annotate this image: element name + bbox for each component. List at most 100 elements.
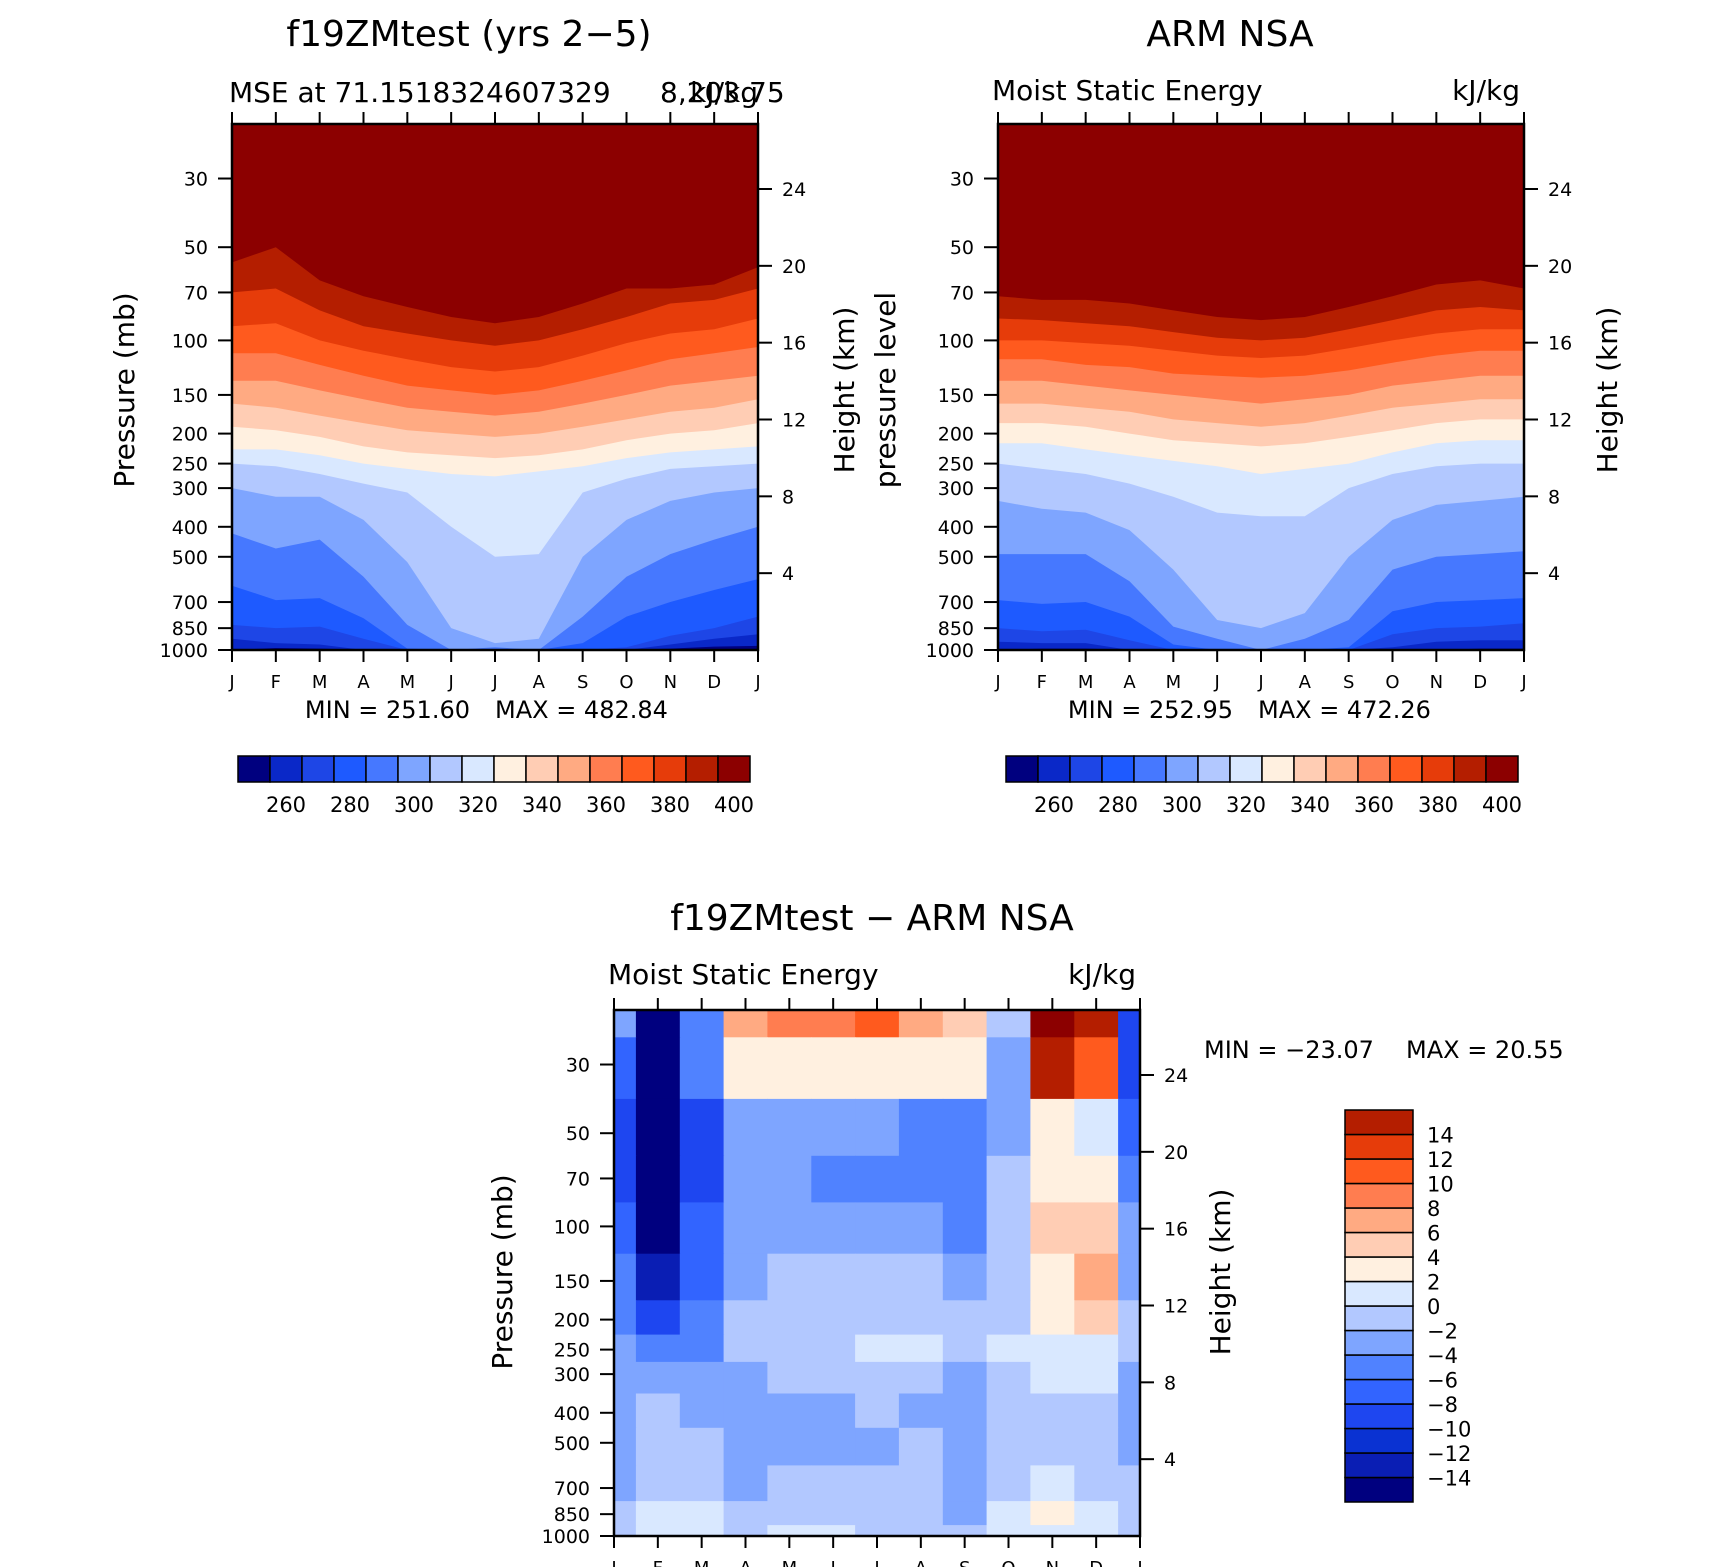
diff-xtick-label: M [694,1558,710,1567]
diff-cell [723,1427,768,1466]
model-colorbar-label: 260 [266,793,306,817]
obs-ytick-label: 50 [950,237,974,259]
model-colorbar-swatch [525,755,559,783]
panel-diff-min-label: MIN = −23.07 [1204,1036,1374,1064]
diff-cell [898,1361,944,1395]
panel-model-min-label: MIN = 251.60 [305,696,470,724]
diff-cell [942,1501,988,1526]
diff-ytick-label: 150 [554,1271,590,1293]
diff-cell [614,1098,637,1157]
diff-xtick-label: J [873,1558,879,1567]
diff-cell [986,1037,1031,1100]
diff-cell [679,1393,725,1429]
diff-cell [1030,1300,1075,1336]
diff-cell [898,1253,944,1301]
diff-ytick-label: 70 [566,1168,590,1190]
panel-model-max-label: MAX = 482.84 [495,696,668,724]
diff-cell [1074,1427,1119,1466]
model-ytick-label: 500 [172,547,208,569]
model-band-400 [232,124,758,324]
diff-cell [635,1300,681,1336]
diff-cell [614,1465,637,1502]
diff-cell [614,1010,637,1038]
diff-xtick-label: S [959,1558,970,1567]
diff-cell [679,1361,725,1395]
diff-cell [811,1037,856,1100]
diff-cell [811,1525,856,1536]
obs-height-tick-label: 8 [1548,486,1560,508]
model-colorbar-swatch [461,755,495,783]
diff-cell [898,1202,944,1255]
diff-cell [1030,1427,1075,1466]
model-colorbar-swatch [269,755,303,783]
diff-cell [767,1155,812,1203]
diff-cell [1118,1010,1140,1038]
diff-cell [855,1300,900,1336]
diff-cell [723,1202,768,1255]
diff-ytick-label: 250 [554,1340,590,1362]
diff-cell [1074,1010,1119,1038]
model-ytick-label: 300 [172,478,208,500]
diff-cell [679,1525,725,1536]
panel-model-ylabel: Pressure (mb) [108,292,141,487]
diff-cell [635,1525,681,1536]
diff-colorbar-label: −6 [1427,1369,1458,1393]
model-contours [232,124,758,650]
diff-cell [614,1300,637,1336]
diff-cell [723,1037,768,1100]
obs-colorbar-swatch [1133,755,1167,783]
diff-colorbar-label: −10 [1427,1418,1471,1442]
obs-colorbar-label: 320 [1226,793,1266,817]
diff-cell [723,1010,768,1038]
model-ytick-label: 850 [172,618,208,640]
diff-height-tick-label: 8 [1164,1372,1176,1394]
diff-colorbar-swatch [1344,1427,1414,1454]
panel-model-ylabel-right: Height (km) [828,307,861,474]
diff-colorbar-swatch [1344,1305,1414,1332]
diff-cell [942,1525,988,1536]
diff-cell [855,1427,900,1466]
diff-colorbar-label: −12 [1427,1442,1471,1466]
model-xtick-label: D [707,672,721,693]
diff-cell [811,1427,856,1466]
diff-height-tick-label: 24 [1164,1065,1188,1087]
model-height-tick-label: 24 [782,179,806,201]
diff-cell [1030,1037,1075,1100]
panel-model: f19ZMtest (yrs 2−5) MSE at 71.1518324607… [108,14,861,817]
diff-colorbar-swatch [1344,1280,1414,1307]
model-xtick-label: N [664,672,677,693]
diff-cell [898,1037,944,1100]
diff-ytick-label: 1000 [542,1526,590,1548]
diff-cell [1030,1501,1075,1526]
diff-cell [1074,1501,1119,1526]
diff-cell [1074,1393,1119,1429]
diff-cell [635,1037,681,1100]
panel-obs-subtitle-right: kJ/kg [1452,74,1520,107]
diff-cell [1118,1098,1140,1157]
diff-cell [855,1465,900,1502]
diff-cell [723,1393,768,1429]
diff-colorbar-swatch [1344,1133,1414,1160]
panel-diff-title: f19ZMtest − ARM NSA [670,898,1074,939]
diff-cell [1030,1361,1075,1395]
obs-xtick-label: J [1257,672,1263,693]
diff-cell [679,1300,725,1336]
panel-obs-title: ARM NSA [1146,14,1314,55]
diff-cell [614,1202,637,1255]
diff-cell [679,1202,725,1255]
diff-cell [679,1010,725,1038]
model-colorbar-label: 400 [714,793,754,817]
obs-xtick-label: A [1299,672,1312,693]
model-xtick-label: S [577,672,588,693]
model-colorbar-swatch [237,755,271,783]
diff-cell [898,1155,944,1203]
diff-colorbar-swatch [1344,1354,1414,1381]
diff-colorbar-label: −8 [1427,1393,1458,1417]
diff-colorbar-swatch [1344,1476,1414,1503]
diff-cell [614,1501,637,1526]
obs-ytick-label: 300 [938,478,974,500]
obs-colorbar-swatch [1197,755,1231,783]
